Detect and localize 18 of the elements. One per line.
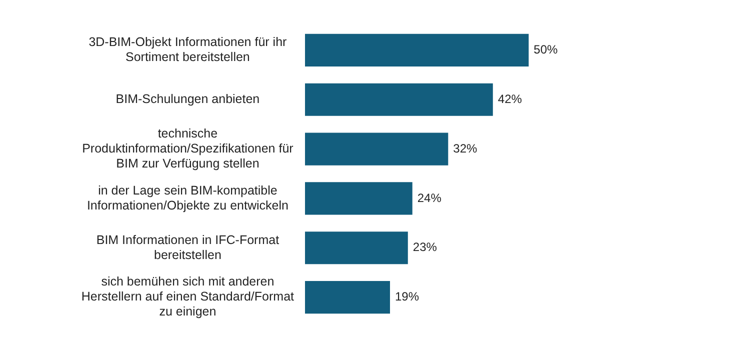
data-label: 23% xyxy=(412,240,438,254)
bar xyxy=(305,232,408,264)
data-label: 24% xyxy=(417,190,442,205)
bar xyxy=(305,182,412,215)
y-tick-label: BIM-Schulungen anbieten xyxy=(116,92,260,106)
data-label: 50% xyxy=(534,42,558,57)
y-tick-label: technische Produktinformation/Spezifikationen für BIM zur Verfügung stellen xyxy=(82,126,294,170)
data-label: 32% xyxy=(453,141,478,156)
y-tick-label: 3D-BIM-Objekt Informationen für ihr Sortiment bereitstellen xyxy=(88,35,287,64)
y-tick-label: sich bemühen sich mit anderen Herstellern auf einen Standard/Format zu einigen xyxy=(81,274,295,319)
bar xyxy=(305,132,448,166)
bar xyxy=(305,280,390,314)
data-label: 42% xyxy=(498,92,522,106)
data-label: 19% xyxy=(395,290,420,304)
bar xyxy=(305,83,493,116)
bar xyxy=(305,34,529,67)
y-tick-label: in der Lage sein BIM-kompatible Informationen/Objekte zu entwickeln xyxy=(86,183,288,212)
y-tick-label: BIM Informationen in IFC-Format bereitstellen xyxy=(96,232,280,262)
